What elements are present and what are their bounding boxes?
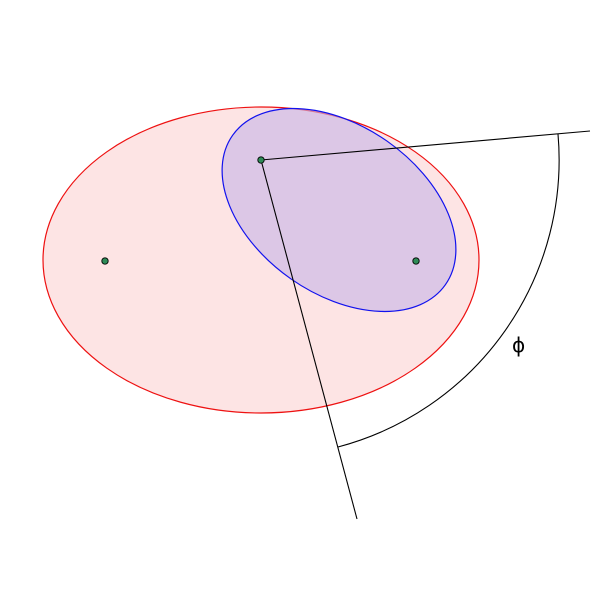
- vertex-point: [257, 156, 265, 164]
- angle-label: ϕ: [512, 333, 525, 357]
- focus-point-left: [101, 257, 109, 265]
- ray-lower: [260, 159, 358, 520]
- angle-arc: [337, 133, 560, 448]
- small-ellipse: [221, 107, 457, 313]
- focus-point-right: [412, 257, 420, 265]
- ray-upper: [260, 130, 591, 161]
